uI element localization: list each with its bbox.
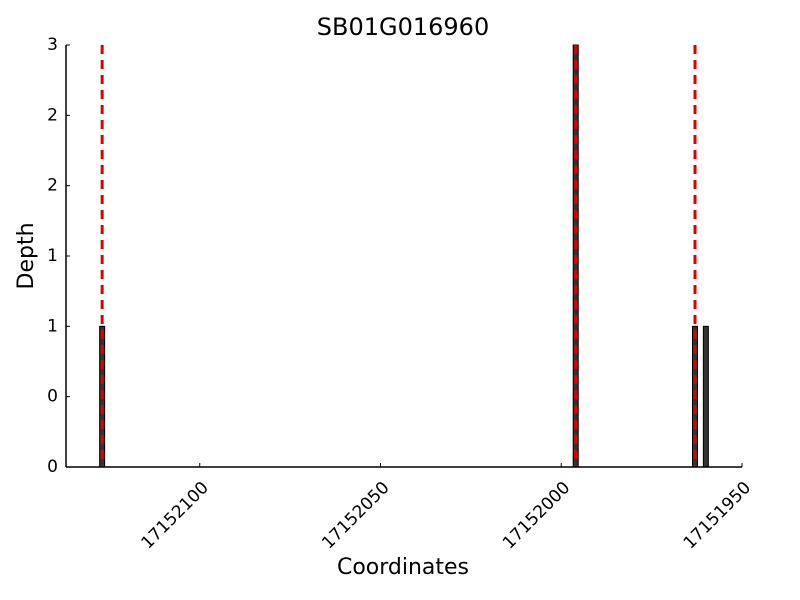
x-tick-label: 17151950 — [680, 478, 755, 553]
y-axis-label: Depth — [14, 222, 39, 289]
x-axis-label: Coordinates — [337, 555, 469, 580]
y-tick-label: 3 — [47, 35, 58, 55]
y-tick-label: 0 — [47, 387, 58, 407]
bar — [702, 325, 709, 468]
x-tick-label: 17152000 — [499, 478, 574, 553]
y-tick-label: 1 — [47, 316, 58, 336]
y-tick-label: 2 — [47, 105, 58, 125]
x-tick-label: 17152050 — [318, 478, 393, 553]
chart-title: SB01G016960 — [317, 13, 489, 41]
y-tick-label: 0 — [47, 457, 58, 477]
x-tick-label: 17152100 — [137, 478, 212, 553]
y-tick-label: 2 — [47, 176, 58, 196]
y-tick-label: 1 — [47, 246, 58, 266]
